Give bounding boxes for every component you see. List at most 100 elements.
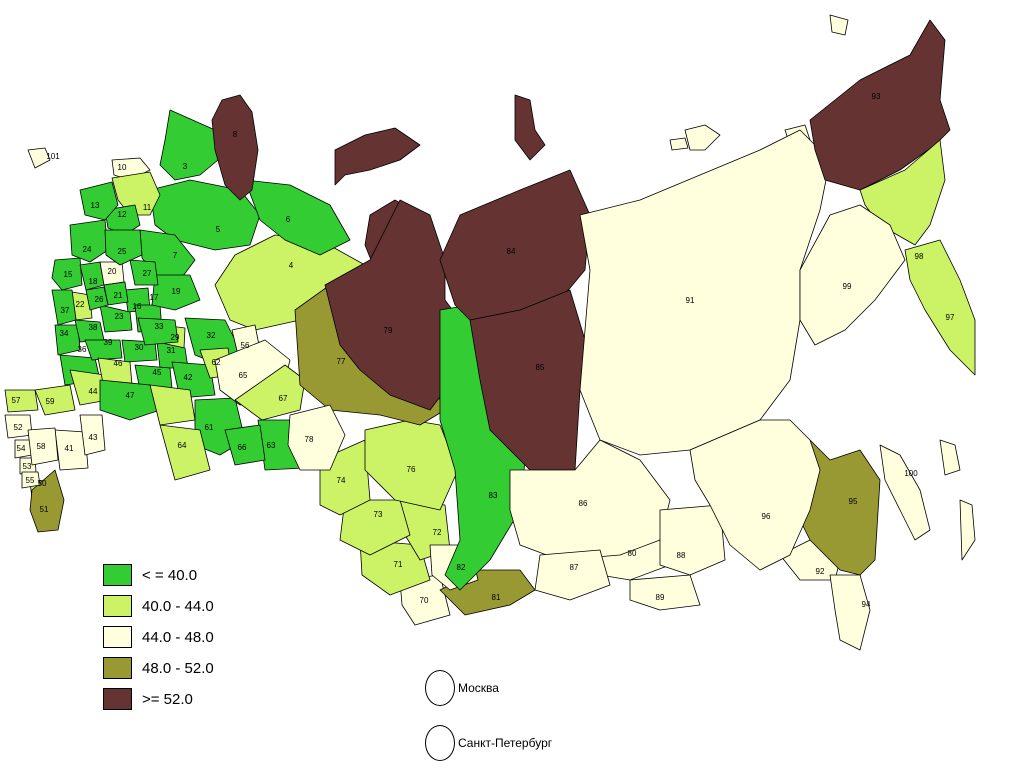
region-label-55: 55 (26, 476, 35, 485)
region-label-81: 81 (492, 593, 501, 602)
region-label-73: 73 (374, 510, 383, 519)
region-64 (159, 424, 211, 481)
region-label-56: 56 (241, 341, 250, 350)
region-label-34: 34 (60, 329, 69, 338)
region-13 (79, 181, 119, 221)
region-label-18: 18 (89, 277, 98, 286)
legend-swatch (103, 688, 132, 710)
region-label-38: 38 (89, 323, 98, 332)
region-label-33: 33 (155, 322, 164, 331)
region-label-4: 4 (289, 261, 294, 270)
region-3 (159, 109, 219, 181)
region-58 (27, 427, 59, 466)
region-71 (359, 539, 431, 596)
region-label-61: 61 (205, 423, 214, 432)
legend-item: 48.0 - 52.0 (103, 656, 214, 680)
legend-swatch (103, 657, 132, 679)
region-label-79: 79 (384, 326, 393, 335)
island-shape (514, 94, 546, 161)
region-8 (211, 94, 259, 201)
region-label-37: 37 (61, 306, 70, 315)
region-label-83: 83 (489, 491, 498, 500)
region-label-76: 76 (407, 465, 416, 474)
region-26 (85, 286, 109, 311)
legend-item: 40.0 - 44.0 (103, 594, 214, 618)
region-label-88: 88 (677, 551, 686, 560)
region-label-13: 13 (91, 201, 100, 210)
region-label-52: 52 (14, 423, 23, 432)
region-73 (339, 499, 411, 556)
legend-item: < = 40.0 (103, 563, 214, 587)
region-96 (689, 419, 821, 571)
region-label-22: 22 (76, 300, 85, 309)
region-label-64: 64 (178, 441, 187, 450)
legend-label: 40.0 - 44.0 (142, 597, 214, 615)
island-shape (939, 439, 961, 476)
region-label-98: 98 (915, 252, 924, 261)
region-label-15: 15 (64, 270, 73, 279)
legend-label: 44.0 - 48.0 (142, 628, 214, 646)
region-label-43: 43 (89, 433, 98, 442)
region-label-72: 72 (433, 528, 442, 537)
region-label-54: 54 (17, 444, 26, 453)
region-label-99: 99 (843, 282, 852, 291)
region-101 (27, 147, 51, 169)
region-label-10: 10 (118, 163, 127, 172)
region-label-24: 24 (83, 245, 92, 254)
region-label-97: 97 (946, 313, 955, 322)
region-6 (244, 179, 351, 256)
region-label-100: 100 (904, 469, 918, 478)
legend-item: >= 52.0 (103, 687, 214, 711)
region-label-95: 95 (849, 497, 858, 506)
region-label-42: 42 (184, 373, 193, 382)
region-87 (534, 549, 611, 601)
region-label-12: 12 (118, 210, 127, 219)
region-99 (799, 204, 906, 346)
region-label-23: 23 (115, 312, 124, 321)
region-5 (149, 179, 261, 251)
legend-label: 48.0 - 52.0 (142, 659, 214, 677)
legend-swatch (103, 564, 132, 586)
city-circle (425, 670, 455, 706)
region-33 (137, 317, 179, 346)
region-label-3: 3 (183, 162, 188, 171)
region-label-26: 26 (95, 295, 104, 304)
region-label-44: 44 (89, 387, 98, 396)
region-label-39: 39 (104, 338, 113, 347)
island-shape (684, 124, 721, 151)
region-label-87: 87 (570, 563, 579, 572)
region-11 (111, 171, 161, 216)
region-label-11: 11 (143, 203, 152, 212)
region-97 (904, 239, 976, 376)
region-label-59: 59 (46, 397, 55, 406)
region-label-21: 21 (114, 291, 123, 300)
city-circle (425, 725, 455, 761)
legend-label: >= 52.0 (142, 690, 193, 708)
region-label-80: 80 (628, 549, 637, 558)
region-94 (829, 574, 871, 651)
region-23 (99, 304, 133, 333)
region-label-19: 19 (172, 287, 181, 296)
region-label-84: 84 (507, 247, 516, 256)
region-label-77: 77 (337, 357, 346, 366)
region-label-25: 25 (118, 247, 127, 256)
map-legend: < = 40.0 40.0 - 44.0 44.0 - 48.0 48.0 - … (103, 563, 214, 718)
region-label-8: 8 (233, 130, 238, 139)
region-label-86: 86 (579, 499, 588, 508)
region-label-46: 46 (114, 359, 123, 368)
region-46b (149, 384, 196, 426)
region-label-62: 62 (212, 358, 221, 367)
region-47 (99, 379, 161, 421)
region-78 (287, 404, 346, 471)
region-label-65: 65 (239, 371, 248, 380)
region-34 (54, 324, 81, 356)
region-label-41: 41 (65, 444, 74, 453)
region-label-31: 31 (167, 346, 176, 355)
island-shape (334, 127, 421, 186)
region-label-85: 85 (536, 363, 545, 372)
region-66 (224, 424, 266, 466)
region-41 (54, 429, 89, 471)
region-59 (34, 384, 76, 416)
region-label-78: 78 (305, 435, 314, 444)
city-marker-saint-petersburg: Санкт-Петербург (425, 725, 552, 761)
